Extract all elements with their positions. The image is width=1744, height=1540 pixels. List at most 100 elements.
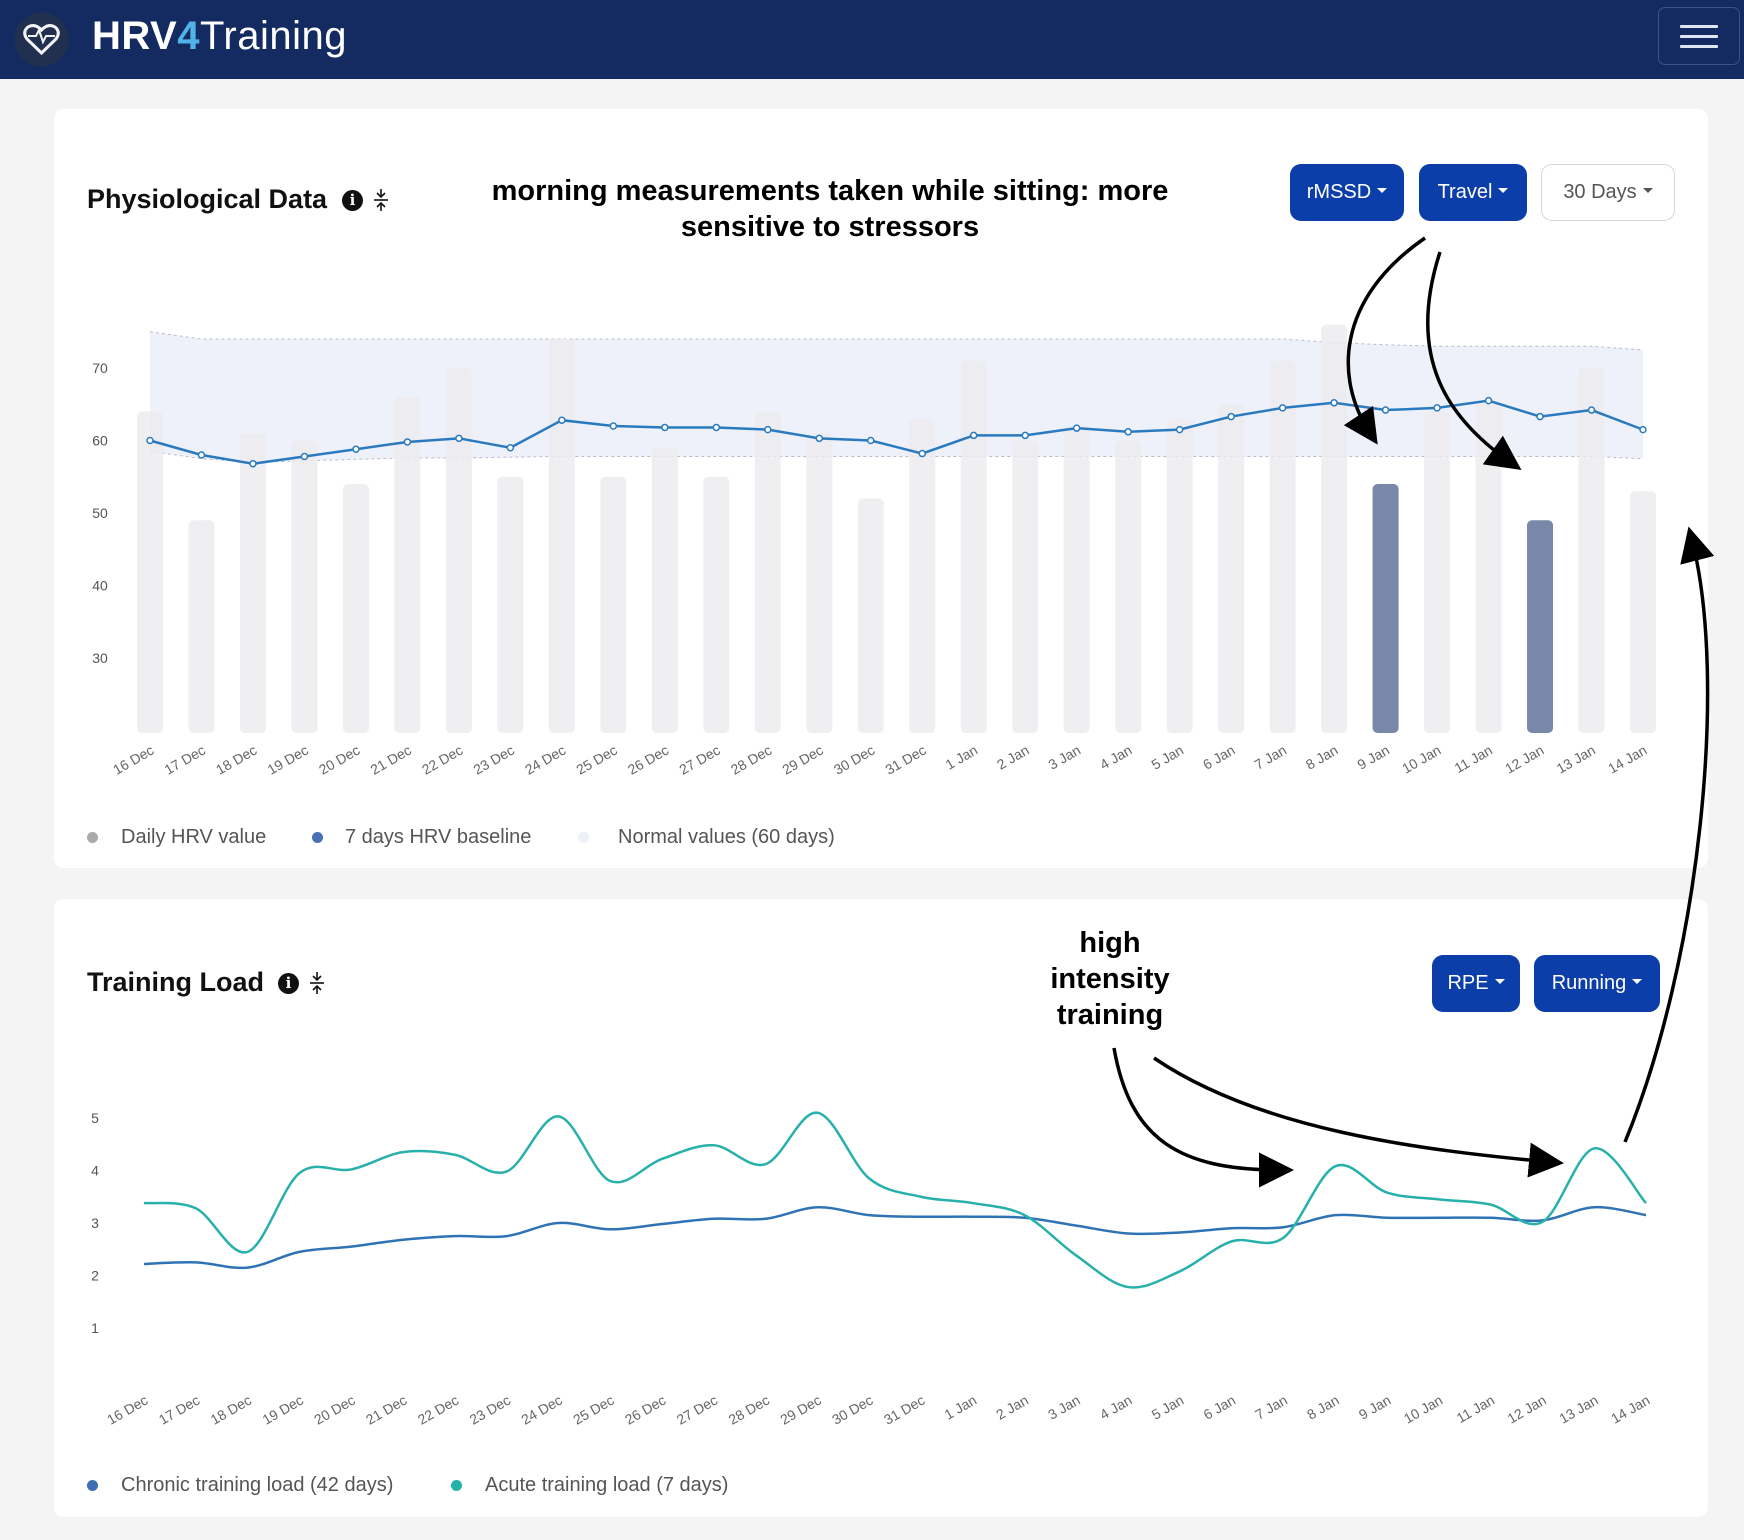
y-tick-label: 50 [92,505,108,521]
baseline-point [1536,412,1544,421]
x-tick-label: 16 Dec [110,742,156,778]
x-tick-label: 31 Dec [882,742,928,778]
legend-dot-acute [451,1480,462,1491]
chevron-down-icon [1632,979,1643,985]
hrv-bar [1578,368,1605,733]
baseline-point [661,423,669,432]
hrv-bar [1321,324,1348,733]
x-tick-label: 3 Jan [1045,1392,1083,1423]
baseline-point [506,444,515,452]
legend-daily-hrv[interactable]: Daily HRV value [121,826,267,848]
brand-title[interactable]: HRV4Training [92,14,347,59]
x-tick-label: 7 Jan [1252,1392,1290,1423]
x-tick-label: 3 Jan [1046,742,1084,773]
annotation-arrow [1623,526,1715,1143]
x-tick-label: 6 Jan [1200,1392,1238,1423]
x-tick-label: 13 Jan [1554,742,1598,777]
collapse-icon[interactable] [308,971,326,995]
metric-dropdown[interactable]: rMSSD [1290,164,1404,221]
hrv-bar [394,397,421,733]
baseline-point [197,451,206,459]
sport-dropdown[interactable]: Running [1534,955,1660,1012]
hamburger-menu-button[interactable] [1658,7,1740,65]
training-load-title: Training Load [87,967,265,997]
range-dropdown-label: 30 Days [1563,181,1637,203]
info-icon[interactable]: i [342,190,363,211]
legend-dot-daily [87,832,98,843]
x-tick-label: 8 Jan [1304,1392,1342,1423]
normal-values-band [150,331,1643,463]
x-tick-label: 5 Jan [1148,742,1186,773]
x-tick-label: 12 Jan [1502,742,1546,777]
legend-baseline[interactable]: 7 days HRV baseline [345,826,532,848]
x-tick-label: 18 Dec [208,1392,254,1428]
training-annotation: high intensity training [1050,927,1170,1031]
x-tick-label: 31 Dec [881,1392,927,1428]
x-tick-label: 19 Dec [259,1392,305,1428]
collapse-icon[interactable] [372,188,390,212]
x-tick-label: 23 Dec [467,1392,513,1428]
brand-part-hrv: HRV [92,14,178,58]
baseline-point [1433,404,1441,412]
hrv-bar [1527,520,1554,733]
baseline-point [1278,404,1287,412]
x-tick-label: 9 Jan [1354,742,1392,773]
hrv-chart: 30 40 50 60 70 16 Dec 17 Dec 18 Dec 19 Dec 20 Dec… [92,324,1656,778]
legend-dot-chronic [87,1480,98,1491]
hrv-bar [497,476,524,733]
y-tick-label: 30 [92,650,108,666]
hrv-bar [1475,404,1502,733]
hamburger-menu-icon-line [1680,35,1718,38]
hrv-bar [342,484,369,733]
baseline-point [764,425,772,434]
baseline-point [712,423,721,432]
hrv-bar [445,368,472,733]
x-tick-label: 28 Dec [726,1392,772,1428]
x-tick-label: 27 Dec [674,1392,720,1428]
annotation-arrow [1425,251,1522,471]
x-tick-label: 11 Jan [1454,1392,1498,1426]
x-tick-label: 21 Dec [367,742,413,778]
metric-dropdown-label: rMSSD [1306,181,1372,203]
baseline-point [609,422,618,430]
hamburger-menu-icon [1680,25,1718,28]
brand-part-training: Training [199,14,348,58]
x-tick-label: 17 Dec [156,1392,202,1428]
x-tick-label: 4 Jan [1097,1392,1135,1423]
hrv-bar [651,447,678,733]
normal-band-upper-edge [149,331,1644,351]
legend-acute-load[interactable]: Acute training load (7 days) [485,1474,729,1496]
heart-logo-icon[interactable] [14,12,69,67]
navbar: HRV4Training [0,0,1744,79]
annotation-arrow [1153,1056,1564,1178]
training-metric-dropdown[interactable]: RPE [1432,955,1520,1012]
tag-dropdown[interactable]: Travel [1419,164,1527,221]
range-dropdown[interactable]: 30 Days [1541,164,1675,221]
sport-dropdown-label: Running [1551,972,1627,994]
x-tick-label: 21 Dec [363,1392,409,1428]
x-tick-label: 27 Dec [676,742,722,778]
training-load-chart: 1 2 3 4 5 16 Dec 17 Dec 18 Dec 19 Dec 20 Dec 21 De… [91,1110,1652,1428]
baseline-point [558,416,566,424]
baseline-point [1021,431,1029,440]
info-icon[interactable]: i [278,973,299,994]
acute-load-line [143,1111,1647,1289]
baseline-point [1639,425,1647,434]
x-tick-label: 24 Dec [522,742,568,778]
normal-band-lower-edge [149,450,1644,463]
x-tick-label: 11 Jan [1452,742,1496,776]
annotation-arrow [1112,1047,1294,1188]
y-tick-label: 70 [92,360,108,376]
x-tick-label: 28 Dec [728,742,774,778]
x-tick-label: 19 Dec [265,742,311,778]
legend-chronic-load[interactable]: Chronic training load (42 days) [121,1474,394,1496]
annotation-arrows [1112,236,1715,1188]
baseline-point [300,452,309,461]
hrv-bar [137,411,163,733]
x-tick-label: 29 Dec [777,1392,823,1428]
hrv-bar [857,498,884,733]
baseline-point [1175,425,1184,434]
legend-normal-values[interactable]: Normal values (60 days) [618,826,835,848]
x-tick-label: 7 Jan [1251,742,1289,773]
